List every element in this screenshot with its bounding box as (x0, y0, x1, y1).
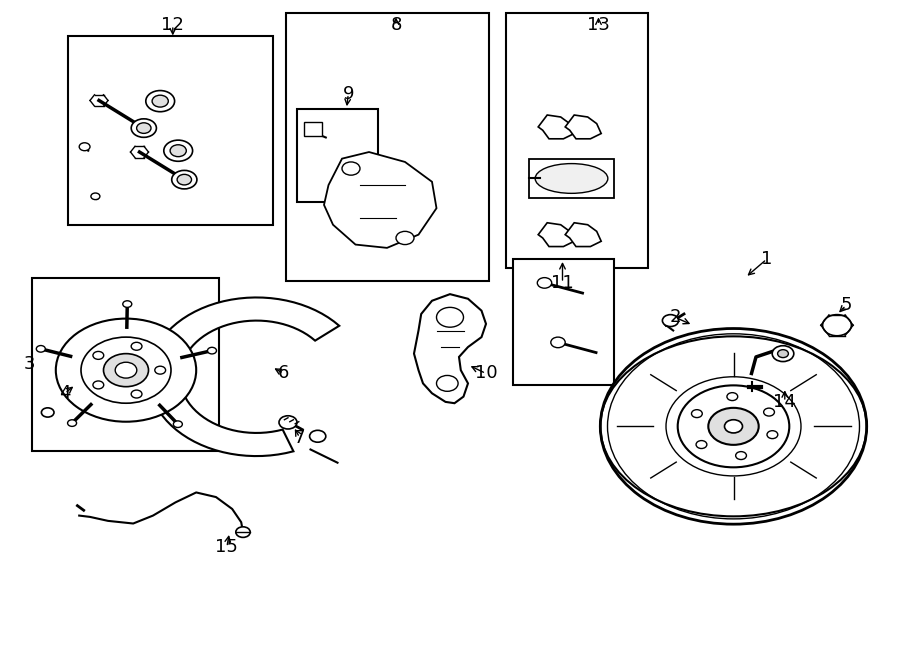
Circle shape (152, 95, 168, 107)
Circle shape (724, 420, 742, 433)
Circle shape (696, 441, 706, 449)
Ellipse shape (536, 164, 608, 193)
Circle shape (93, 381, 104, 389)
Circle shape (104, 354, 148, 387)
Circle shape (172, 171, 197, 189)
Circle shape (155, 366, 166, 374)
Bar (32, 278, 219, 451)
Circle shape (678, 385, 789, 467)
Circle shape (174, 421, 183, 428)
Circle shape (772, 346, 794, 362)
Polygon shape (565, 223, 601, 247)
Circle shape (68, 420, 76, 426)
Circle shape (662, 315, 679, 327)
Circle shape (600, 329, 867, 524)
Text: 11: 11 (551, 274, 574, 292)
Circle shape (93, 352, 104, 360)
Text: 9: 9 (343, 85, 354, 103)
Text: 13: 13 (587, 16, 610, 34)
Circle shape (81, 337, 171, 403)
Bar (506, 13, 648, 268)
Circle shape (735, 451, 746, 459)
Circle shape (56, 319, 196, 422)
Text: 10: 10 (474, 364, 498, 383)
Bar (68, 36, 273, 225)
Circle shape (170, 145, 186, 157)
Polygon shape (538, 115, 574, 139)
Circle shape (131, 342, 142, 350)
Bar (304, 122, 322, 136)
Circle shape (436, 307, 464, 327)
Circle shape (396, 231, 414, 245)
Text: 6: 6 (278, 364, 289, 383)
Circle shape (436, 375, 458, 391)
Circle shape (164, 140, 193, 161)
PathPatch shape (148, 297, 339, 456)
Text: 8: 8 (391, 16, 401, 34)
Circle shape (537, 278, 552, 288)
Circle shape (778, 350, 788, 358)
Circle shape (177, 175, 192, 185)
Text: 3: 3 (24, 354, 35, 373)
Circle shape (727, 393, 738, 401)
Circle shape (122, 301, 131, 307)
Circle shape (310, 430, 326, 442)
Circle shape (137, 123, 151, 134)
Circle shape (767, 431, 778, 439)
Text: 7: 7 (294, 428, 305, 447)
Circle shape (763, 408, 774, 416)
Bar (286, 13, 489, 281)
Text: 12: 12 (161, 16, 184, 34)
Circle shape (551, 337, 565, 348)
Polygon shape (538, 223, 574, 247)
Circle shape (823, 315, 851, 336)
Circle shape (708, 408, 759, 445)
Circle shape (131, 119, 157, 137)
Circle shape (115, 362, 137, 378)
Circle shape (41, 408, 54, 417)
Polygon shape (565, 115, 601, 139)
Circle shape (691, 410, 702, 418)
Text: 1: 1 (761, 250, 772, 268)
Polygon shape (414, 294, 486, 403)
Bar (513, 259, 614, 385)
Circle shape (79, 143, 90, 151)
Text: 14: 14 (773, 393, 796, 411)
Circle shape (146, 91, 175, 112)
Circle shape (36, 346, 45, 352)
Text: 15: 15 (215, 538, 238, 557)
Bar (529, 159, 614, 198)
Circle shape (236, 527, 250, 537)
Text: 2: 2 (670, 308, 680, 327)
Text: 4: 4 (59, 384, 70, 403)
Circle shape (131, 390, 142, 398)
Text: 5: 5 (841, 296, 851, 315)
Bar (297, 109, 378, 202)
Circle shape (342, 162, 360, 175)
Polygon shape (324, 152, 436, 248)
Circle shape (91, 193, 100, 200)
Circle shape (208, 347, 217, 354)
Circle shape (279, 416, 297, 429)
